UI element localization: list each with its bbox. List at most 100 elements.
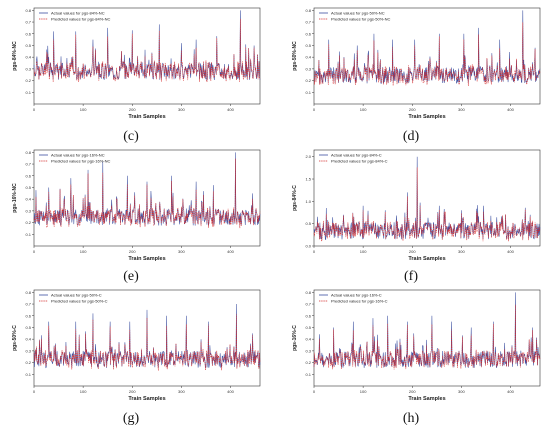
- x-tick-label: 100: [360, 107, 367, 112]
- x-tick-label: 100: [80, 389, 87, 394]
- y-tick-label: 0.7: [25, 302, 31, 307]
- y-tick-label: 0.4: [25, 337, 31, 342]
- y-tick-label: 0.4: [25, 55, 31, 60]
- legend-label-predicted: Predicted values for pgs-50%-NC: [331, 16, 390, 21]
- y-tick-label: 0.5: [25, 325, 31, 330]
- y-tick-label: 0.4: [305, 55, 311, 60]
- y-tick-label: 0.5: [25, 43, 31, 48]
- y-tick-label: 0.1: [25, 372, 31, 377]
- x-tick-label: 400: [227, 389, 234, 394]
- y-axis-label: pgs-16%-NC: [12, 183, 18, 213]
- y-tick-label: 0.5: [305, 221, 311, 226]
- y-tick-label: 0.3: [25, 66, 31, 71]
- x-tick-label: 100: [360, 249, 367, 254]
- x-axis-label: Train Samples: [408, 256, 445, 262]
- legend-label-predicted: Predicted values for pgs-16%-C: [331, 298, 388, 303]
- plot-frame: [313, 289, 541, 387]
- chart-panel: 0.1 0.2 0.3 0.4 0.5 0.6 0.7 0.8 0 100 200 300 400 Tra…: [288, 286, 544, 404]
- x-tick-label: 200: [409, 249, 416, 254]
- y-tick-label: 1.0: [305, 199, 311, 204]
- x-tick-label: 400: [227, 107, 234, 112]
- legend-label-actual: Actual values for pgs-50%-NC: [331, 10, 385, 15]
- y-tick-label: 0.7: [305, 302, 311, 307]
- y-tick-label: 0.1: [25, 90, 31, 95]
- chart-panel: 0.0 0.5 1.0 1.5 2.0 0 100 200 300 400 Train Sample…: [288, 146, 544, 264]
- chart-panel: 0.1 0.2 0.3 0.4 0.5 0.6 0.7 0.8 0 100 200 300 400 Tra…: [8, 146, 264, 264]
- x-tick-label: 100: [80, 249, 87, 254]
- panel-caption: (d): [402, 129, 420, 144]
- x-tick-label: 400: [227, 249, 234, 254]
- series-line-predicted: [313, 22, 541, 87]
- y-axis-label: pgs-84%-C: [292, 185, 298, 211]
- x-tick-label: 100: [360, 389, 367, 394]
- y-tick-label: 0.7: [305, 20, 311, 25]
- y-axis-label: pgs-50%-NC: [292, 41, 298, 71]
- y-tick-label: 0.5: [305, 325, 311, 330]
- x-tick-label: 200: [409, 107, 416, 112]
- x-tick-label: 300: [458, 107, 465, 112]
- y-tick-label: 0.8: [25, 8, 31, 13]
- x-tick-label: 0: [33, 389, 36, 394]
- y-tick-label: 0.2: [305, 78, 311, 83]
- plot-frame: [33, 149, 261, 247]
- y-tick-label: 0.2: [25, 220, 31, 225]
- y-tick-label: 0.4: [25, 197, 31, 202]
- x-tick-label: 300: [458, 249, 465, 254]
- legend-label-actual: Actual values for pgs-16%-NC: [51, 152, 105, 157]
- x-tick-label: 0: [33, 107, 36, 112]
- x-axis-label: Train Samples: [128, 256, 165, 262]
- x-tick-label: 0: [313, 389, 316, 394]
- y-axis-label: pgs-16%-C: [292, 325, 298, 351]
- legend-label-actual: Actual values for pgs-84%-NC: [51, 10, 105, 15]
- y-tick-label: 0.5: [25, 185, 31, 190]
- y-tick-label: 0.3: [305, 66, 311, 71]
- plot-frame: [33, 289, 261, 387]
- x-tick-label: 300: [178, 107, 185, 112]
- x-axis-label: Train Samples: [408, 396, 445, 402]
- y-tick-label: 0.8: [25, 150, 31, 155]
- series-line-predicted: [313, 304, 541, 370]
- y-tick-label: 0.8: [305, 290, 311, 295]
- y-tick-label: 2.0: [305, 154, 311, 159]
- chart-svg: 0.1 0.2 0.3 0.4 0.5 0.6 0.7 0.8 0 100 200 300 400 Tra…: [12, 7, 261, 120]
- x-axis-label: Train Samples: [128, 114, 165, 120]
- y-tick-label: 0.7: [25, 162, 31, 167]
- legend-label-predicted: Predicted values for pgs-16%-NC: [51, 158, 110, 163]
- chart-panel: 0.1 0.2 0.3 0.4 0.5 0.6 0.7 0.8 0 100 200 300 400 Tra…: [8, 286, 264, 404]
- series-line-predicted: [33, 18, 261, 83]
- x-tick-label: 100: [80, 107, 87, 112]
- x-tick-label: 400: [507, 249, 514, 254]
- plot-frame: [33, 7, 261, 105]
- series-line-predicted: [33, 314, 261, 371]
- x-tick-label: 200: [409, 389, 416, 394]
- panel-caption: (f): [404, 269, 418, 284]
- x-tick-label: 200: [129, 389, 136, 394]
- series-line-predicted: [33, 158, 261, 229]
- y-tick-label: 0.2: [25, 78, 31, 83]
- x-tick-label: 400: [507, 107, 514, 112]
- panel-caption: (e): [123, 269, 139, 284]
- x-tick-label: 0: [33, 249, 36, 254]
- x-tick-label: 300: [458, 389, 465, 394]
- chart-svg: 0.1 0.2 0.3 0.4 0.5 0.6 0.7 0.8 0 100 200 300 400 Tra…: [12, 149, 261, 262]
- x-tick-label: 300: [178, 389, 185, 394]
- x-tick-label: 0: [313, 107, 316, 112]
- plot-frame: [313, 149, 541, 247]
- legend-label-predicted: Predicted values for pgs-84%-NC: [51, 16, 110, 21]
- y-axis-label: pgs-84%-NC: [12, 41, 18, 71]
- y-tick-label: 0.6: [25, 173, 31, 178]
- y-tick-label: 0.3: [25, 348, 31, 353]
- y-axis-label: pgs-50%-C: [12, 325, 18, 351]
- series-line-actual: [313, 292, 541, 368]
- y-tick-label: 0.1: [305, 372, 311, 377]
- plot-frame: [313, 7, 541, 105]
- y-tick-label: 0.8: [25, 290, 31, 295]
- y-tick-label: 0.2: [305, 360, 311, 365]
- chart-svg: 0.1 0.2 0.3 0.4 0.5 0.6 0.7 0.8 0 100 200 300 400 Tra…: [12, 289, 261, 402]
- series-line-predicted: [313, 167, 541, 242]
- y-tick-label: 0.6: [25, 313, 31, 318]
- chart-svg: 0.1 0.2 0.3 0.4 0.5 0.6 0.7 0.8 0 100 200 300 400 Tra…: [292, 289, 541, 402]
- panel-caption: (c): [123, 129, 139, 144]
- chart-svg: 0.0 0.5 1.0 1.5 2.0 0 100 200 300 400 Train Sample…: [292, 149, 541, 262]
